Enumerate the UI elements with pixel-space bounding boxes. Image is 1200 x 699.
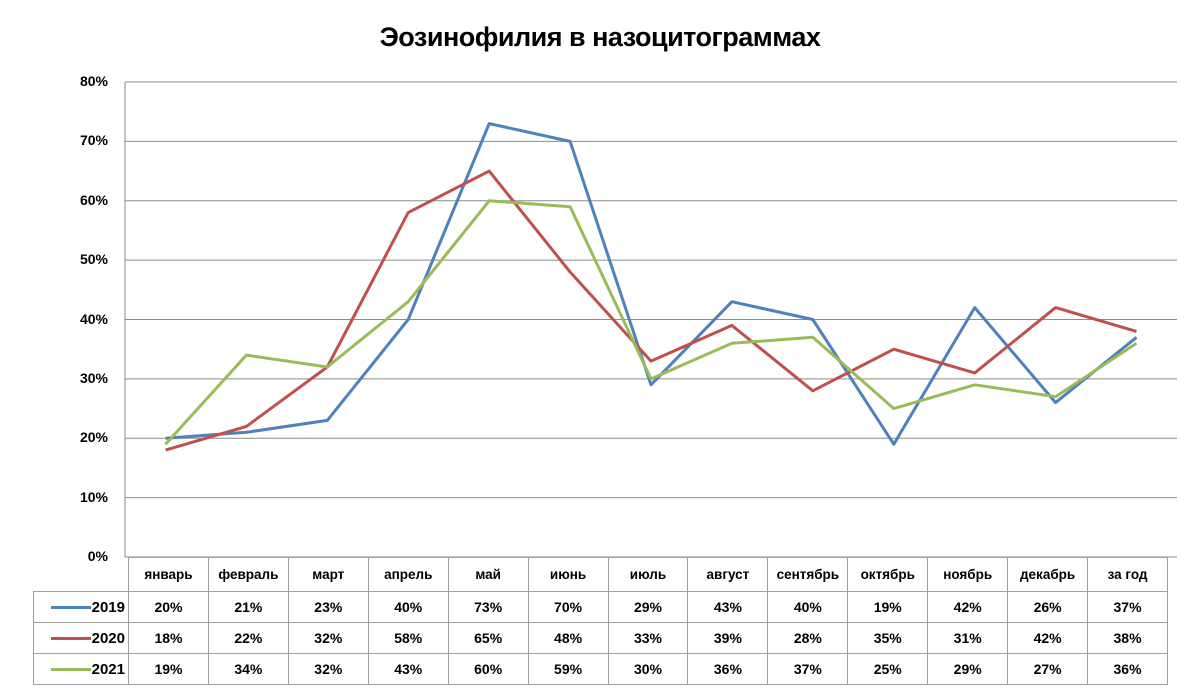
data-cell: 19% bbox=[128, 653, 209, 685]
data-cell: 37% bbox=[767, 653, 849, 685]
data-cell: 37% bbox=[1087, 591, 1168, 623]
legend-label: 2019 bbox=[91, 598, 125, 616]
data-cell: 25% bbox=[847, 653, 929, 685]
category-header: июль bbox=[607, 557, 689, 592]
legend-entry-2019: 2019 bbox=[33, 591, 129, 623]
legend-swatch-icon bbox=[50, 606, 91, 610]
category-header: январь bbox=[128, 557, 209, 592]
y-tick-label: 10% bbox=[79, 488, 108, 505]
y-tick-label: 50% bbox=[79, 251, 108, 268]
data-cell: 22% bbox=[207, 622, 289, 654]
data-cell: 43% bbox=[687, 591, 769, 623]
series-line-2019 bbox=[165, 122, 1138, 446]
data-cell: 36% bbox=[687, 653, 769, 685]
category-header: сентябрь bbox=[767, 557, 849, 592]
legend-label: 2021 bbox=[91, 660, 125, 678]
data-cell: 70% bbox=[527, 591, 609, 623]
data-cell: 29% bbox=[927, 653, 1009, 685]
data-table-row: 2020 18% 22% 32% 58% 65% 48% 33% 39% 28% 35% 31% 42%… bbox=[33, 622, 1168, 654]
series-line-2020 bbox=[165, 169, 1137, 452]
category-header: март bbox=[287, 557, 369, 592]
data-cell: 31% bbox=[927, 622, 1009, 654]
data-cell: 34% bbox=[207, 653, 289, 685]
legend-label: 2020 bbox=[91, 629, 125, 647]
legend-swatch-icon bbox=[50, 668, 91, 672]
y-tick-label: 80% bbox=[79, 73, 108, 89]
data-cell: 40% bbox=[767, 591, 849, 623]
data-cell: 23% bbox=[287, 591, 369, 623]
data-cell: 59% bbox=[527, 653, 609, 685]
category-header: октябрь bbox=[847, 557, 929, 592]
data-cell: 19% bbox=[847, 591, 929, 623]
data-cell: 42% bbox=[1007, 622, 1089, 654]
data-cell: 21% bbox=[207, 591, 289, 623]
data-cell: 36% bbox=[1087, 653, 1168, 685]
data-cell: 18% bbox=[128, 622, 209, 654]
data-cell: 28% bbox=[767, 622, 849, 654]
data-cell: 73% bbox=[447, 591, 529, 623]
data-cell: 26% bbox=[1007, 591, 1089, 623]
data-cell: 58% bbox=[367, 622, 449, 654]
data-cell: 27% bbox=[1007, 653, 1089, 685]
data-cell: 38% bbox=[1087, 622, 1168, 654]
y-tick-label: 60% bbox=[79, 191, 108, 208]
y-tick-label: 40% bbox=[79, 310, 108, 327]
category-header: май bbox=[447, 557, 529, 592]
data-cell: 32% bbox=[287, 622, 369, 654]
category-header: ноябрь bbox=[927, 557, 1009, 592]
data-cell: 40% bbox=[367, 591, 449, 623]
category-header: февраль bbox=[207, 557, 289, 592]
category-header: август bbox=[687, 557, 769, 592]
data-cell: 20% bbox=[128, 591, 209, 623]
y-tick-label: 30% bbox=[79, 369, 108, 386]
data-table-header-row: январь февраль март апрель май июнь июль август… bbox=[33, 557, 1168, 592]
chart-title: Эозинофилия в назоцитограммах bbox=[379, 22, 821, 52]
series-line-2021 bbox=[164, 199, 1138, 446]
category-header: за год bbox=[1087, 557, 1168, 592]
data-cell: 60% bbox=[447, 653, 529, 685]
legend-entry-2020: 2020 bbox=[33, 622, 129, 654]
data-cell: 48% bbox=[527, 622, 609, 654]
legend-entry-2021: 2021 bbox=[33, 653, 129, 685]
data-table-row: 2021 19% 34% 32% 43% 60% 59% 30% 36% 37% 25% 29% 27%… bbox=[33, 653, 1168, 685]
data-cell: 29% bbox=[607, 591, 689, 623]
legend-swatch-icon bbox=[50, 637, 91, 641]
data-cell: 65% bbox=[447, 622, 529, 654]
category-header: декабрь bbox=[1007, 557, 1089, 592]
y-tick-label: 70% bbox=[79, 132, 108, 149]
data-cell: 32% bbox=[287, 653, 369, 685]
y-tick-label: 20% bbox=[79, 429, 108, 446]
category-header: июнь bbox=[527, 557, 609, 592]
data-table: январь февраль март апрель май июнь июль август… bbox=[33, 557, 1168, 685]
category-header: апрель bbox=[367, 557, 449, 592]
data-cell: 39% bbox=[687, 622, 769, 654]
data-cell: 33% bbox=[607, 622, 689, 654]
data-cell: 42% bbox=[927, 591, 1009, 623]
data-cell: 30% bbox=[607, 653, 689, 685]
table-corner bbox=[33, 557, 129, 592]
data-cell: 43% bbox=[367, 653, 449, 685]
data-cell: 35% bbox=[847, 622, 929, 654]
data-table-row: 2019 20% 21% 23% 40% 73% 70% 29% 43% 40% 19% 42% 26%… bbox=[33, 591, 1168, 623]
